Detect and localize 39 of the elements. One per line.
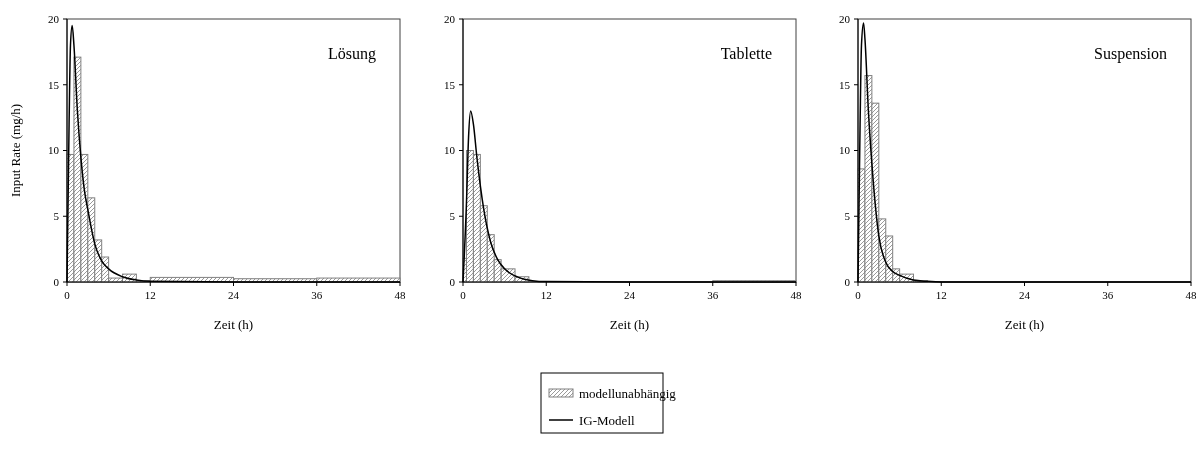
annotation: Lösung [328, 45, 376, 63]
x-tick-label: 36 [707, 289, 719, 301]
legend-label: IG-Modell [579, 412, 635, 428]
x-axis-title: Zeit (h) [609, 317, 650, 332]
x-axis-title: Zeit (h) [1004, 317, 1045, 332]
y-tick-label: 5 [53, 210, 60, 223]
y-tick-label: 20 [839, 12, 851, 25]
y-tick-label: 5 [449, 210, 456, 223]
x-tick-label: 0 [855, 289, 862, 301]
x-axis-title: Zeit (h) [213, 317, 254, 332]
y-tick-label: 15 [444, 78, 456, 91]
x-tick-label: 12 [144, 289, 156, 301]
y-tick-label: 5 [844, 210, 851, 223]
annotation: Tablette [720, 45, 772, 62]
x-tick-label: 24 [228, 289, 240, 301]
x-tick-label: 12 [540, 289, 552, 301]
legend-label: modellunabhängig [579, 385, 677, 401]
y-tick-label: 15 [48, 78, 60, 91]
x-tick-label: 24 [624, 289, 636, 301]
x-tick-label: 48 [394, 289, 406, 301]
annotation: Suspension [1094, 45, 1167, 63]
y-tick-label: 10 [444, 144, 456, 157]
x-tick-label: 12 [935, 289, 947, 301]
y-tick-label: 10 [48, 144, 60, 157]
x-tick-label: 36 [311, 289, 323, 301]
x-tick-label: 0 [460, 289, 467, 301]
x-tick-label: 36 [1102, 289, 1114, 301]
y-axis-title: Input Rate (mg/h) [8, 103, 23, 198]
x-tick-label: 48 [1185, 289, 1197, 301]
y-tick-label: 20 [48, 12, 60, 25]
y-tick-label: 15 [839, 78, 851, 91]
y-tick-label: 0 [53, 275, 60, 288]
y-tick-label: 0 [844, 275, 851, 288]
x-tick-label: 0 [64, 289, 71, 301]
y-tick-label: 20 [444, 12, 456, 25]
y-tick-label: 0 [449, 275, 456, 288]
x-tick-label: 48 [790, 289, 802, 301]
y-tick-label: 10 [839, 144, 851, 157]
x-tick-label: 24 [1019, 289, 1031, 301]
